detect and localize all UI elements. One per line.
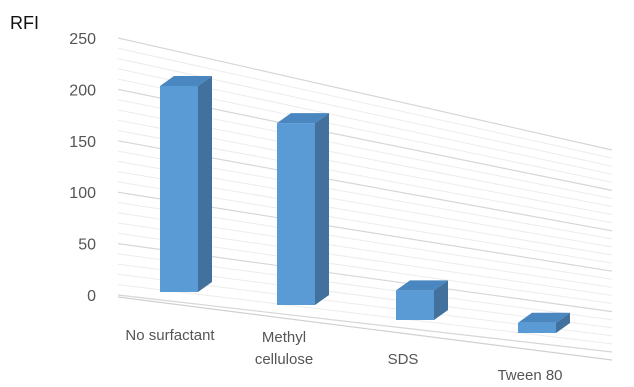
bar-side bbox=[198, 75, 212, 292]
bar-top bbox=[518, 312, 570, 323]
bar bbox=[396, 280, 448, 320]
chart-bars bbox=[160, 75, 570, 333]
gridline bbox=[117, 294, 613, 353]
x-category-label: Tween 80 bbox=[497, 367, 562, 384]
bar-front bbox=[277, 123, 315, 305]
y-tick-label: 200 bbox=[69, 82, 96, 99]
x-category-label-line: Tween 80 bbox=[497, 367, 562, 384]
bar-front bbox=[396, 290, 434, 320]
x-axis-categories: No surfactant Methyl cellulose SDS Tween 80 bbox=[125, 327, 562, 384]
x-category-label-line: cellulose bbox=[255, 351, 313, 368]
x-category-label: Methyl cellulose bbox=[255, 329, 313, 368]
bar bbox=[160, 75, 212, 292]
gridline bbox=[117, 37, 613, 151]
gridline bbox=[117, 47, 613, 159]
y-tick-label: 0 bbox=[87, 288, 96, 305]
floor-line bbox=[117, 296, 613, 361]
bar-side bbox=[556, 312, 570, 333]
bar-side bbox=[315, 113, 329, 305]
bar-top bbox=[396, 280, 448, 291]
bar-front bbox=[160, 85, 198, 292]
bar-side bbox=[434, 280, 448, 320]
y-tick-label: 50 bbox=[78, 237, 96, 254]
y-axis-label: RFI bbox=[10, 13, 39, 33]
bar-top bbox=[160, 75, 212, 86]
x-category-label-line: Methyl bbox=[262, 329, 306, 346]
y-tick-label: 150 bbox=[69, 134, 96, 151]
x-category-label: SDS bbox=[388, 351, 419, 368]
y-tick-label: 100 bbox=[69, 185, 96, 202]
x-category-label-line: SDS bbox=[388, 351, 419, 368]
y-tick-label: 250 bbox=[69, 31, 96, 48]
x-category-label: No surfactant bbox=[125, 327, 215, 344]
bar bbox=[518, 312, 570, 333]
bar-top bbox=[277, 113, 329, 124]
bar bbox=[277, 113, 329, 305]
x-category-label-line: No surfactant bbox=[125, 327, 215, 344]
gridline bbox=[117, 284, 613, 345]
bar-front bbox=[518, 322, 556, 333]
y-axis-ticks: 0 50 100 150 200 250 bbox=[69, 31, 96, 305]
